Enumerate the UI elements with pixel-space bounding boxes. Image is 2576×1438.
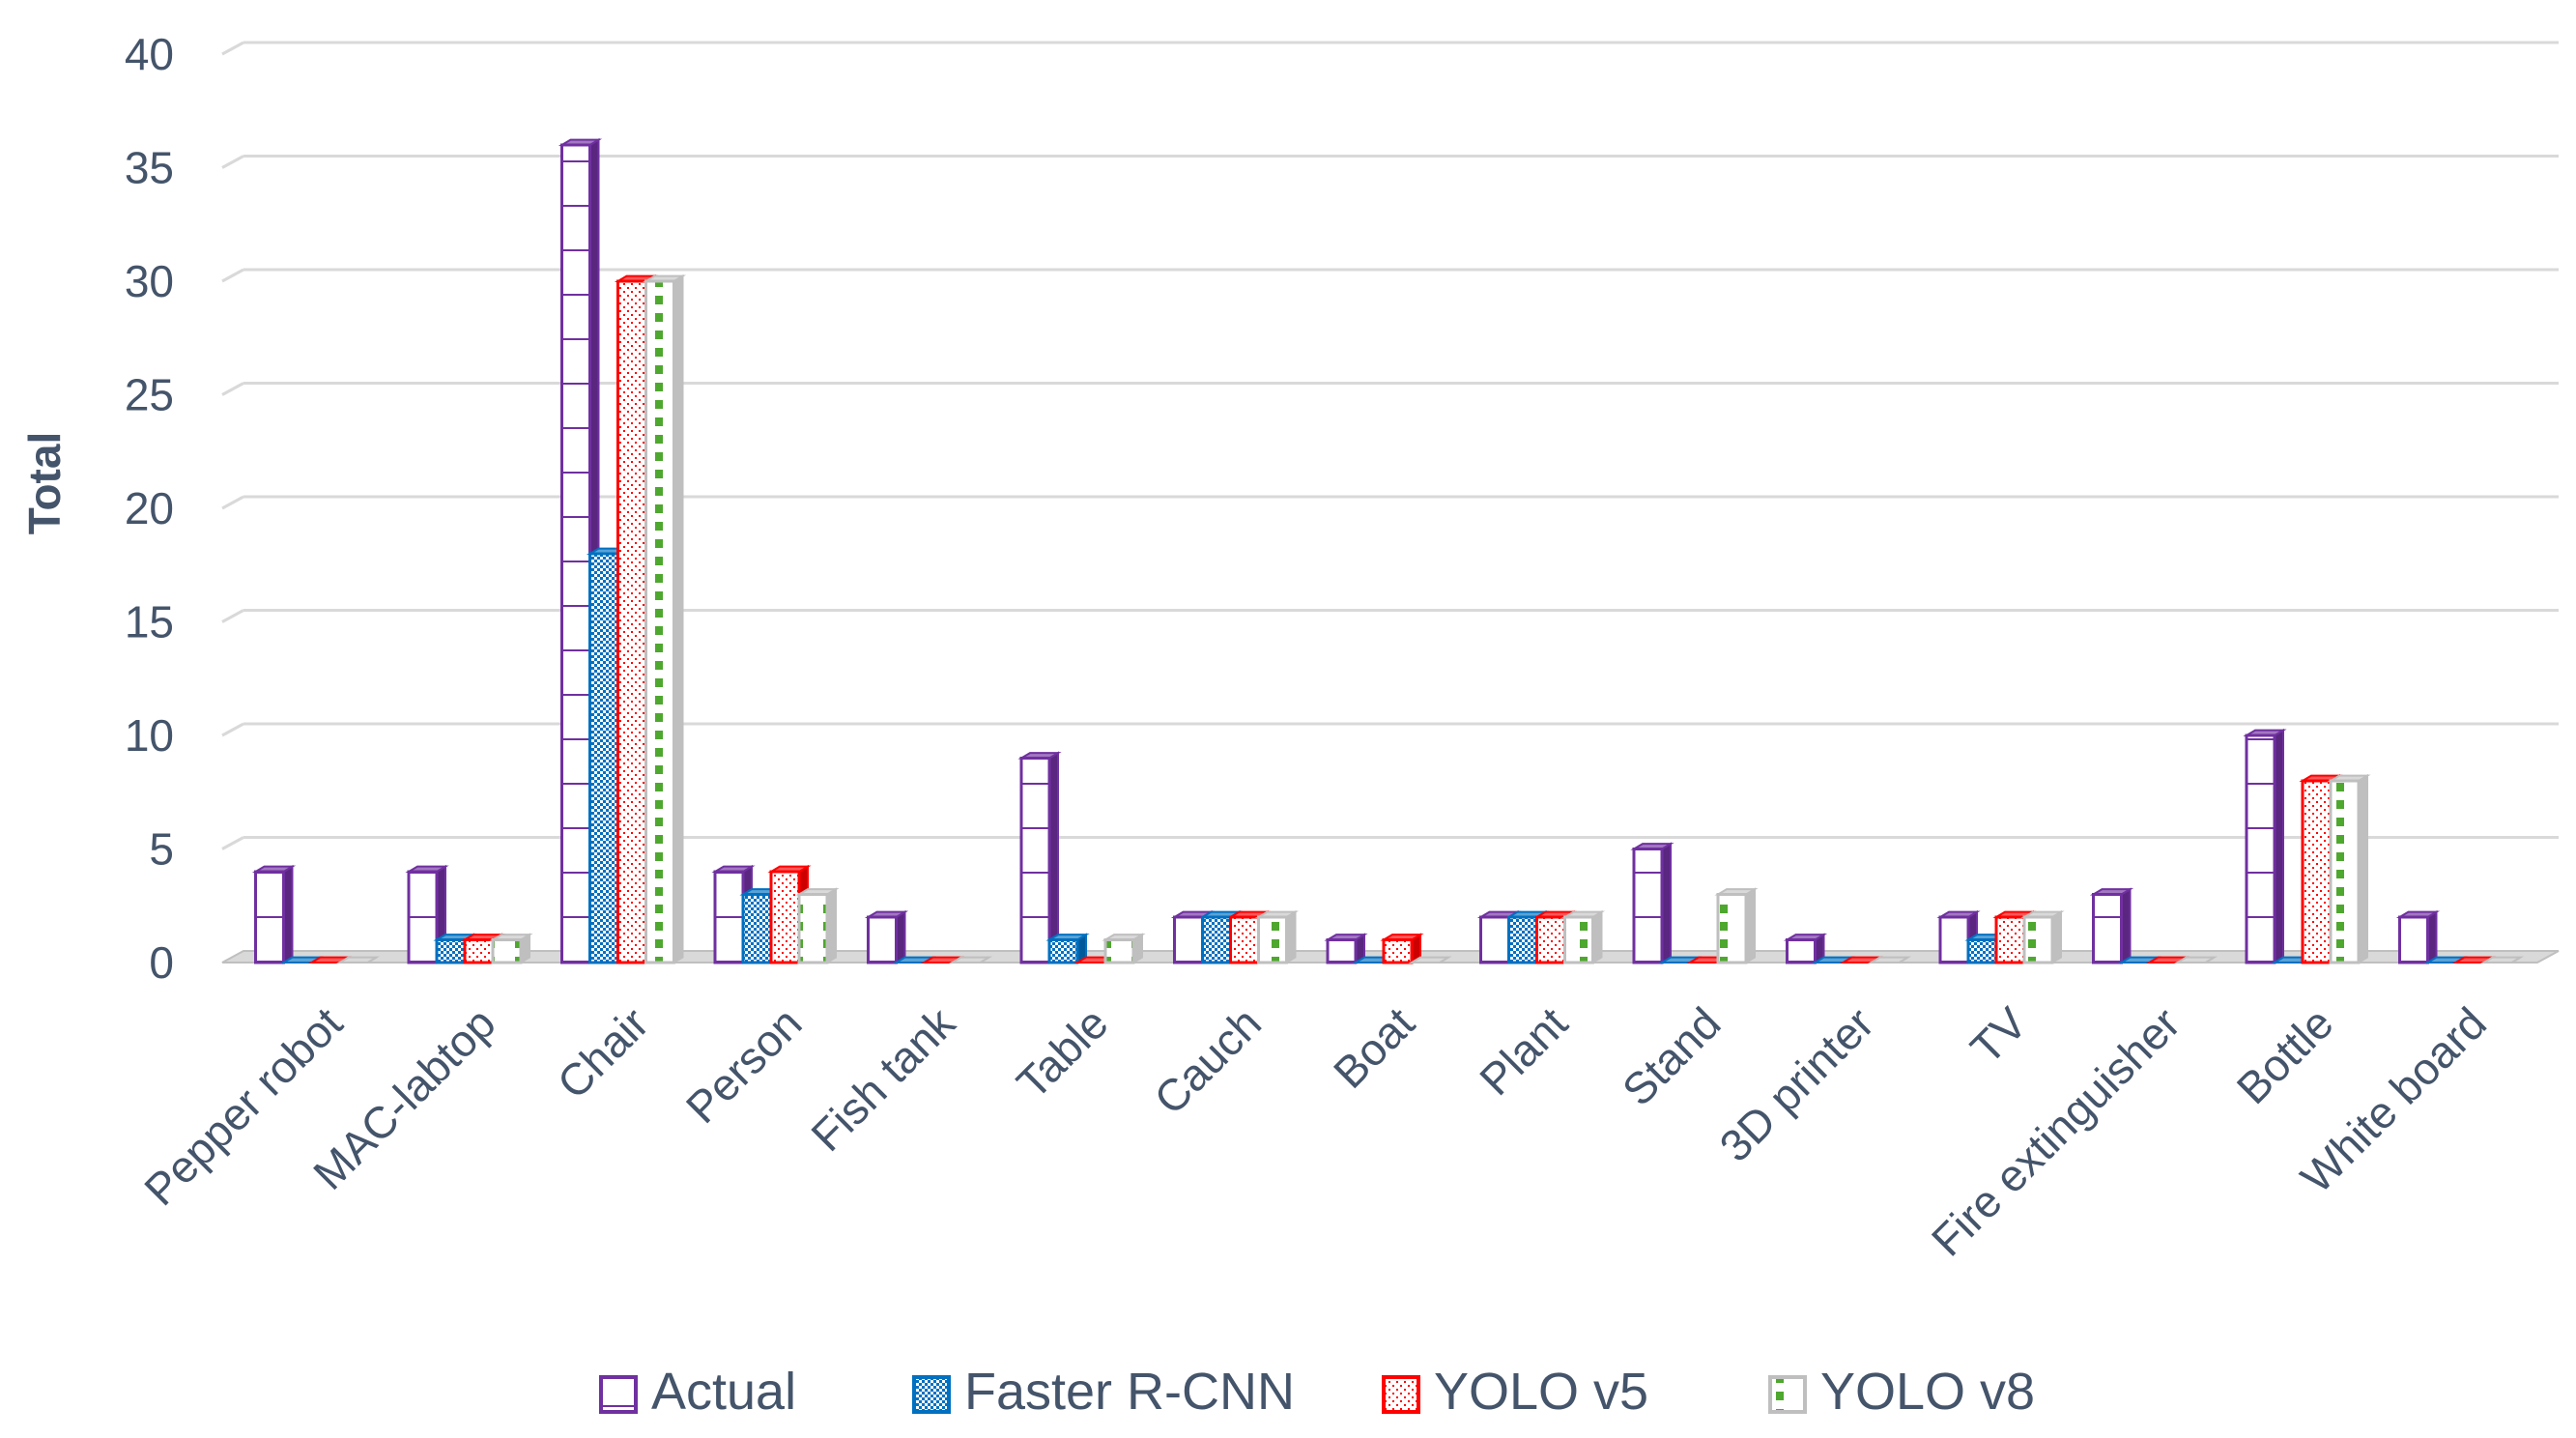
legend: Actual Faster R-CNN YOLO v5 YOLO v8 [599, 1363, 2035, 1421]
x-tick-label: Fish tank [801, 997, 964, 1161]
legend-item-faster-r-cnn: Faster R-CNN [912, 1363, 1295, 1421]
legend-item-actual: Actual [599, 1363, 796, 1421]
x-tick-label: Cauch [1144, 997, 1271, 1124]
bar-yolo-v8-stand [1714, 887, 1759, 964]
legend-label: Actual [651, 1363, 796, 1421]
y-tick-label: 5 [149, 824, 174, 875]
y-tick-label: 35 [125, 143, 174, 193]
x-tick-label: Table [1007, 997, 1118, 1108]
bar-yolo-v8-3d-printer [1867, 956, 1912, 963]
bar-actual-white-board [2395, 909, 2441, 964]
legend-swatch [1768, 1375, 1807, 1414]
y-tick-label: 25 [125, 370, 174, 420]
bar-yolo-v8-cauch [1254, 909, 1300, 964]
bar-yolo-v8-white-board [2479, 956, 2525, 963]
bar-yolo-v8-chair [642, 273, 687, 964]
bar-yolo-v8-person [795, 887, 840, 964]
legend-label: YOLO v5 [1434, 1363, 1648, 1421]
bar-yolo-v8-plant [1560, 909, 1606, 964]
bar-yolo-v8-bottle [2327, 773, 2371, 964]
bar-actual-3d-printer [1783, 933, 1828, 964]
x-tick-label: Plant [1470, 997, 1577, 1105]
x-tick-label: 3D printer [1709, 997, 1883, 1171]
legend-label: YOLO v8 [1820, 1363, 2035, 1421]
y-axis-ticks: 0 5 10 15 20 25 30 35 40 [125, 29, 174, 988]
gridline-diag [221, 836, 244, 850]
bar-actual-table [1017, 751, 1062, 964]
bar-actual-pepper-robot [251, 864, 297, 964]
x-tick-label: Chair [548, 997, 659, 1108]
bar-yolo-v8-mac-labtop [489, 933, 533, 964]
x-tick-label: Stand [1613, 997, 1731, 1115]
bar-actual-stand [1630, 842, 1674, 964]
gridline-diag [221, 609, 244, 623]
gridline-diag [221, 41, 244, 56]
bars [251, 137, 2525, 964]
gridline-diag [221, 268, 244, 283]
legend-swatch [599, 1375, 638, 1414]
gridline-diag [221, 155, 244, 169]
y-tick-label: 40 [125, 29, 174, 79]
gridline-diag [221, 722, 244, 737]
bar-yolo-v8-fish-tank [948, 956, 993, 963]
gridline-diag [221, 495, 244, 510]
y-tick-label: 20 [125, 483, 174, 533]
gridline-diag [221, 382, 244, 396]
legend-item-yolo-v8: YOLO v8 [1768, 1363, 2035, 1421]
bar-actual-boat [1324, 933, 1368, 964]
legend-label: Faster R-CNN [964, 1363, 1295, 1421]
bar-actual-fire-extinguisher [2089, 887, 2134, 964]
bar-yolo-v8-pepper-robot [335, 956, 381, 963]
y-tick-label: 10 [125, 710, 174, 761]
y-tick-label: 0 [149, 937, 174, 988]
y-tick-label: 15 [125, 597, 174, 647]
bar-yolo-v8-fire-extinguisher [2173, 956, 2218, 963]
bar-yolo-v8-table [1102, 933, 1146, 964]
bar-actual-bottle [2243, 728, 2287, 964]
bar-actual-fish-tank [864, 909, 909, 964]
x-tick-label: Bottle [2227, 997, 2343, 1113]
legend-swatch [912, 1375, 951, 1414]
y-tick-label: 30 [125, 256, 174, 306]
x-tick-label: Person [676, 997, 812, 1133]
bar-yolo-v5-boat [1380, 933, 1424, 964]
legend-swatch [1382, 1375, 1420, 1414]
x-tick-label: Pepper robot [134, 997, 352, 1215]
legend-item-yolo-v5: YOLO v5 [1382, 1363, 1648, 1421]
bar-faster-r-cnn-table [1045, 933, 1090, 964]
bar-yolo-v8-tv [2020, 909, 2065, 964]
y-axis-title: Total [19, 432, 70, 534]
x-tick-label: TV [1961, 997, 2037, 1074]
x-tick-label: Boat [1324, 997, 1424, 1098]
bar-yolo-v8-boat [1408, 956, 1452, 963]
